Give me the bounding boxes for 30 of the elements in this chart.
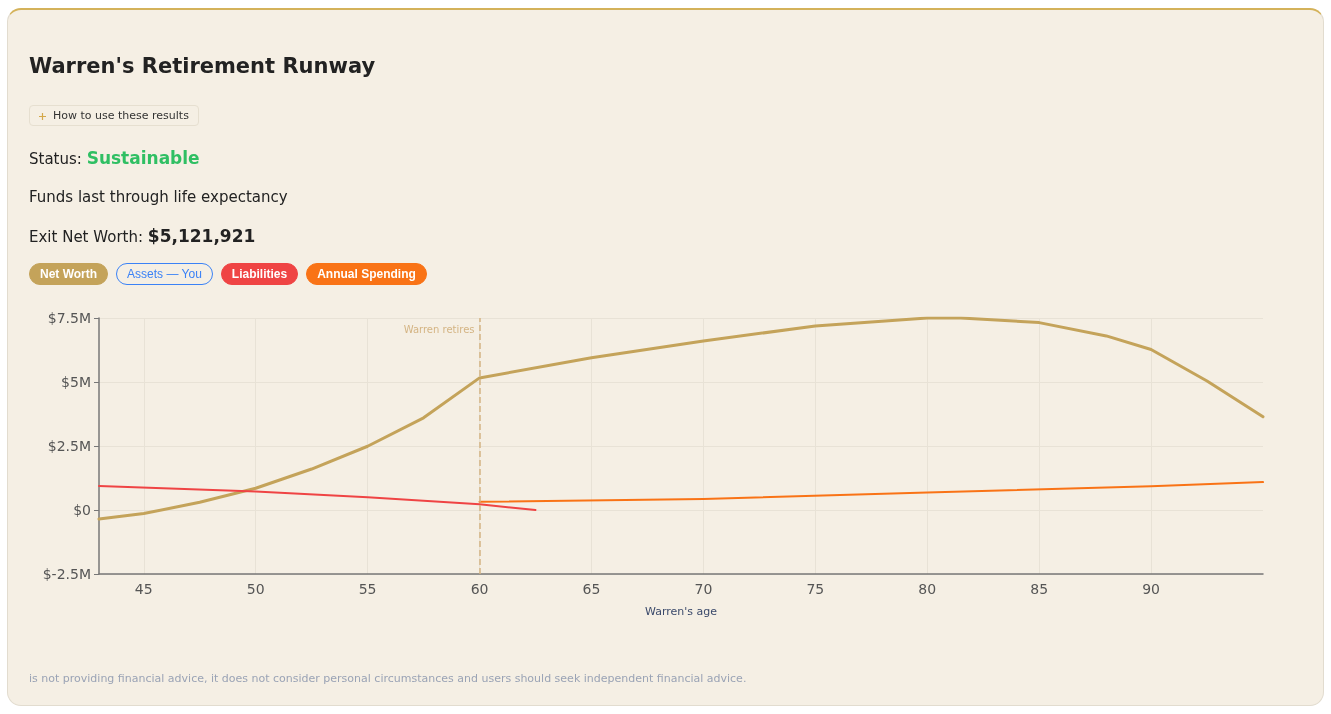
x-tick-label: 75	[806, 581, 825, 597]
text: Liabilities	[220, 263, 299, 285]
legend-label: Assets — You	[116, 263, 213, 285]
line-series	[98, 484, 537, 511]
y-tick-label: $7.5M	[47, 310, 91, 326]
y-tick-label: $0	[73, 502, 91, 518]
x-tick-label: 55	[358, 581, 377, 597]
x-tick-label: 45	[134, 581, 153, 597]
line-series	[97, 316, 1265, 521]
x-tick-label: 60	[470, 581, 489, 597]
x-tick-label: 50	[246, 581, 265, 597]
line-series	[478, 481, 1264, 503]
x-tick-label: 80	[918, 581, 937, 597]
text: How to use these results	[29, 105, 199, 126]
x-tick-label: 90	[1142, 581, 1160, 597]
text: Funds last through life expectancy	[29, 188, 288, 206]
text: Exit Net Worth: $5,121,921	[29, 226, 256, 246]
x-tick-label: 65	[582, 581, 601, 597]
y-tick-label: $-2.5M	[42, 566, 91, 582]
text: Status: Sustainable	[29, 148, 200, 168]
text: is not providing financial advice, it does not consider personal circumstances and users should seek independent financial advice.	[29, 672, 747, 685]
text: Net Worth	[29, 263, 109, 285]
text: Annual Spending	[306, 263, 427, 285]
y-tick-label: $2.5M	[47, 438, 91, 454]
chart-title: Warren's Retirement Runway	[29, 54, 376, 78]
x-tick-label: 85	[1030, 581, 1049, 597]
x-tick-label: 70	[694, 581, 713, 597]
ref-line-label: Warren retires	[403, 323, 475, 335]
y-tick-label: $5M	[61, 374, 91, 390]
x-axis-title: Warren's age	[644, 605, 718, 618]
